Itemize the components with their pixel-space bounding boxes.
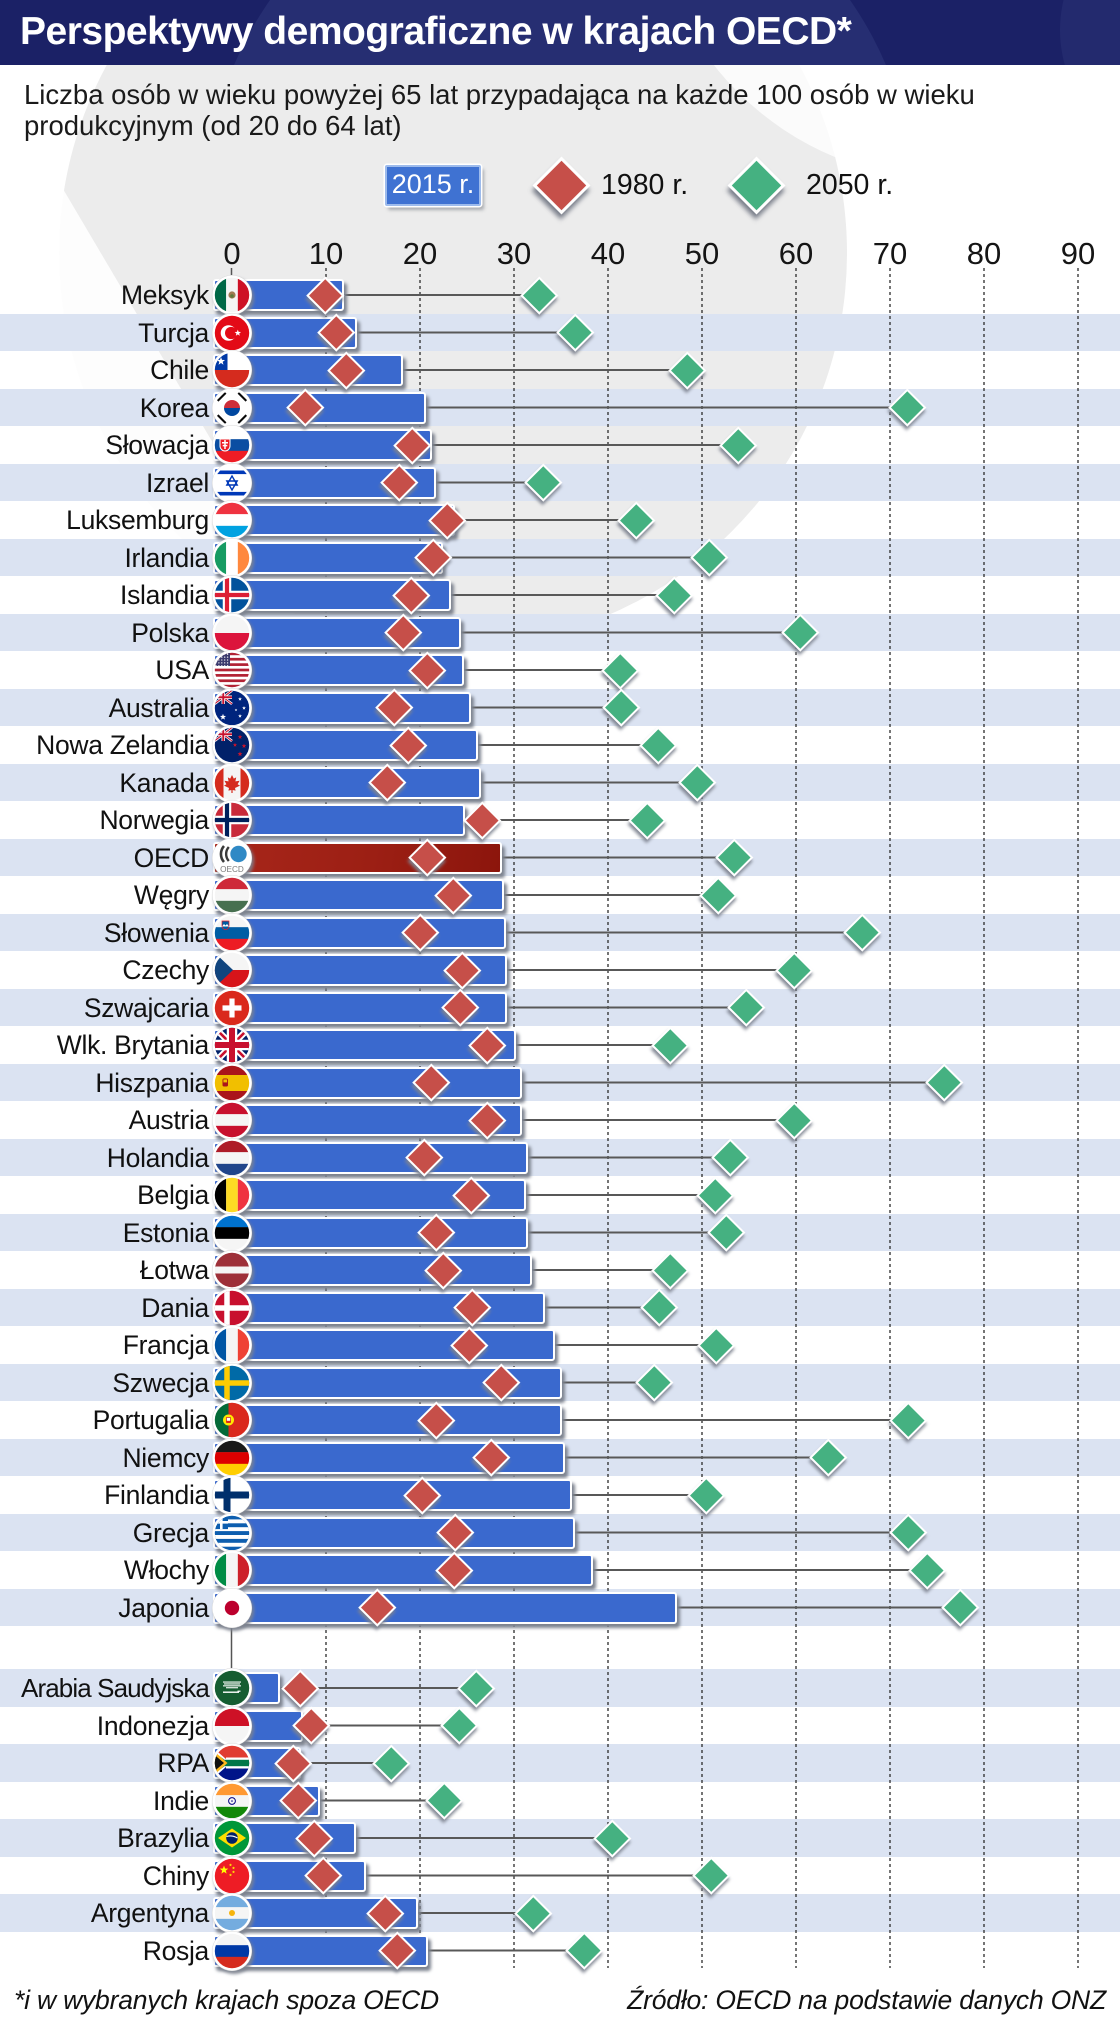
svg-text:OECD: OECD — [220, 865, 244, 874]
